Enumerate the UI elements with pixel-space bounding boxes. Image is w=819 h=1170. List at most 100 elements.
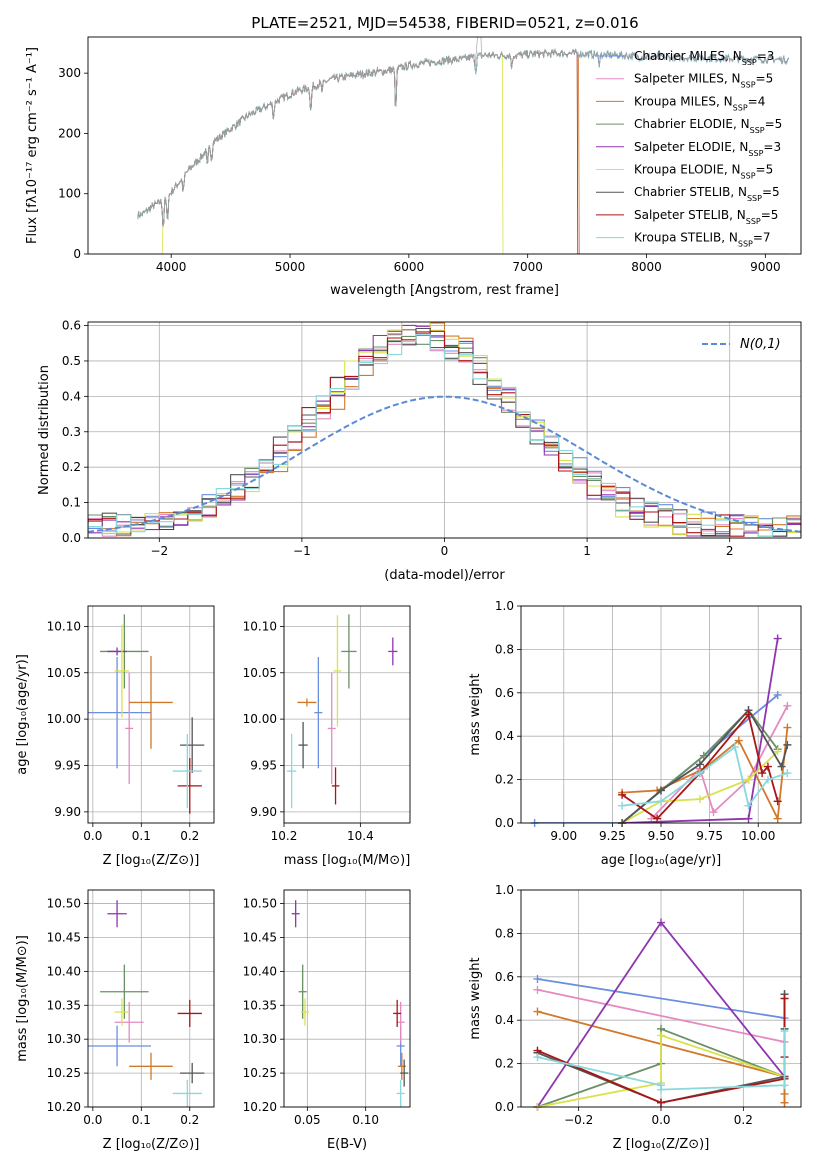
age_vs_Z-xtick-label: 0.2 xyxy=(180,829,199,843)
legend-subscript: SSP xyxy=(748,148,763,157)
weight-marker xyxy=(777,762,786,771)
legend-entry: Salpeter MILES, NSSP=5 xyxy=(634,72,773,90)
weight-marker xyxy=(773,634,782,643)
spectrum-ytick-label: 200 xyxy=(58,126,81,140)
weight_vs_age-xtick-label: 10.00 xyxy=(741,829,775,843)
weight_vs_age-xtick-label: 9.50 xyxy=(648,829,675,843)
mass_vs_Z-xtick-label: 0.2 xyxy=(180,1113,199,1127)
spectrum-xtick-label: 6000 xyxy=(394,260,425,274)
weight-line xyxy=(534,694,779,823)
weight-marker xyxy=(653,814,662,823)
weight-marker xyxy=(744,775,753,784)
weight_vs_age-xtick-label: 9.25 xyxy=(599,829,626,843)
legend-entry: Salpeter ELODIE, NSSP=3 xyxy=(634,140,781,158)
legend-count: =7 xyxy=(753,231,771,245)
weight_vs_Z-xtick-label: 0.2 xyxy=(734,1113,753,1127)
weight-marker xyxy=(657,1085,665,1094)
weight-marker xyxy=(618,790,627,799)
mass_vs_Z-ytick-label: 10.50 xyxy=(47,897,81,911)
weight_vs_age-frame xyxy=(520,605,802,824)
age_vs_Z-ytick-label: 10.00 xyxy=(47,712,81,726)
spectrum-legend: Chabrier MILES, NSSP=3 Salpeter MILES, NS… xyxy=(596,49,782,248)
x-axis-label: mass [log₁₀(M/M⊙)] xyxy=(284,853,411,868)
spectrum-xtick-label: 5000 xyxy=(275,260,306,274)
mass_vs_Z-axes: 0.0 0.1 0.2 10.20 10.25 10.30 10.35 10.40 10.45 1… xyxy=(47,890,214,1127)
legend-subscript: SSP xyxy=(747,194,762,203)
legend-entry: Chabrier ELODIE, NSSP=5 xyxy=(634,117,782,135)
age_vs_Z-ytick-label: 9.90 xyxy=(54,805,81,819)
legend-subscript: SSP xyxy=(741,171,756,180)
weight-marker xyxy=(780,1089,789,1098)
weight-marker xyxy=(773,690,782,699)
weight-marker xyxy=(618,801,627,810)
x-axis-label: wavelength [Angstrom, rest frame] xyxy=(330,283,559,298)
age_vs_Z-xtick-label: 0.0 xyxy=(83,829,102,843)
residuals-xtick-label: 1 xyxy=(583,544,591,558)
spectrum-ytick-label: 100 xyxy=(58,187,81,201)
legend-count: =3 xyxy=(763,140,781,154)
age_vs_mass-frame xyxy=(283,605,411,824)
x-axis-label: Z [log₁₀(Z/Z⊙)] xyxy=(103,853,200,868)
residuals-xtick-label: −2 xyxy=(150,544,168,558)
figure-title: PLATE=2521, MJD=54538, FIBERID=0521, z=0… xyxy=(251,14,638,32)
weight-marker xyxy=(657,797,665,806)
weight-marker xyxy=(744,710,753,719)
weight_vs_Z-frame xyxy=(520,889,802,1108)
mass_vs_Z-ytick-label: 10.40 xyxy=(47,964,81,978)
legend-count: =4 xyxy=(748,94,766,108)
weight-marker xyxy=(783,740,792,749)
legend-entry: Chabrier MILES, NSSP=3 xyxy=(634,49,774,67)
weight-marker xyxy=(730,743,739,752)
weight_vs_age-ytick-label: 0.4 xyxy=(495,729,514,743)
mass_vs_EBV-xtick-label: 0.10 xyxy=(352,1113,379,1127)
weight_vs_Z-ytick-label: 0.4 xyxy=(495,1013,514,1027)
legend-entry: Kroupa ELODIE, NSSP=5 xyxy=(634,163,773,181)
spectrum-ytick-label: 300 xyxy=(58,66,81,80)
spectrum-xtick-label: 9000 xyxy=(750,260,781,274)
weight-line xyxy=(622,727,789,822)
weight_vs_Z-xtick-label: 0.0 xyxy=(651,1113,670,1127)
residuals-ytick-label: 0.2 xyxy=(62,460,81,474)
weight_vs_Z-ytick-label: 0.0 xyxy=(495,1100,514,1114)
mass_vs_Z-ytick-label: 10.30 xyxy=(47,1032,81,1046)
weight-marker xyxy=(783,769,792,778)
mass_vs_EBV-ytick-label: 10.45 xyxy=(243,930,277,944)
residuals-ytick-label: 0.3 xyxy=(62,425,81,439)
normal-legend-label: N(0,1) xyxy=(740,337,781,352)
y-axis-label: Normed distribution xyxy=(37,365,52,495)
mass_vs_EBV-ytick-label: 10.40 xyxy=(243,964,277,978)
legend-subscript: SSP xyxy=(741,80,756,89)
age_vs_mass-xtick-label: 10.4 xyxy=(347,829,374,843)
weight_vs_Z-ytick-label: 0.6 xyxy=(495,970,514,984)
y-axis-label: Flux [fλ10⁻¹⁷ erg cm⁻² s⁻¹ A⁻¹] xyxy=(25,47,40,244)
weight-marker xyxy=(780,1027,789,1036)
weight-marker xyxy=(773,797,782,806)
x-axis-label: age [log₁₀(age/yr)] xyxy=(601,853,722,868)
spectrum-ytick-label: 0 xyxy=(73,247,81,261)
x-axis-label: (data-model)/error xyxy=(384,568,505,583)
residuals-ytick-label: 0.1 xyxy=(62,496,81,510)
weight-marker xyxy=(780,1081,789,1090)
weight_vs_Z-ytick-label: 0.2 xyxy=(495,1057,514,1071)
age_vs_Z-ytick-label: 10.10 xyxy=(47,619,81,633)
weight-marker xyxy=(695,795,704,804)
y-axis-label: mass [log₁₀(M/M⊙)] xyxy=(15,935,30,1062)
weight_vs_age-ytick-label: 1.0 xyxy=(495,599,514,613)
spectrum-xtick-label: 4000 xyxy=(156,260,187,274)
x-axis-label: E(B-V) xyxy=(327,1137,367,1152)
mass_vs_EBV-frame xyxy=(283,889,411,1108)
legend-subscript: SSP xyxy=(738,239,753,248)
residuals-ytick-label: 0.6 xyxy=(62,319,81,333)
legend-subscript: SSP xyxy=(750,126,765,135)
age_vs_mass-ytick-label: 10.10 xyxy=(243,619,277,633)
weight-marker xyxy=(709,808,718,817)
weight-line xyxy=(621,708,789,823)
weight_vs_Z-axes: −0.2 0.0 0.2 0.0 0.2 0.4 0.6 0.8 1.0 xyxy=(495,883,801,1127)
weight-marker xyxy=(780,994,789,1003)
mass_vs_Z-frame xyxy=(87,889,215,1108)
residuals-frame xyxy=(87,321,802,539)
weight-marker xyxy=(763,762,772,771)
weight-marker xyxy=(695,760,704,769)
residuals-xtick-label: 2 xyxy=(726,544,734,558)
